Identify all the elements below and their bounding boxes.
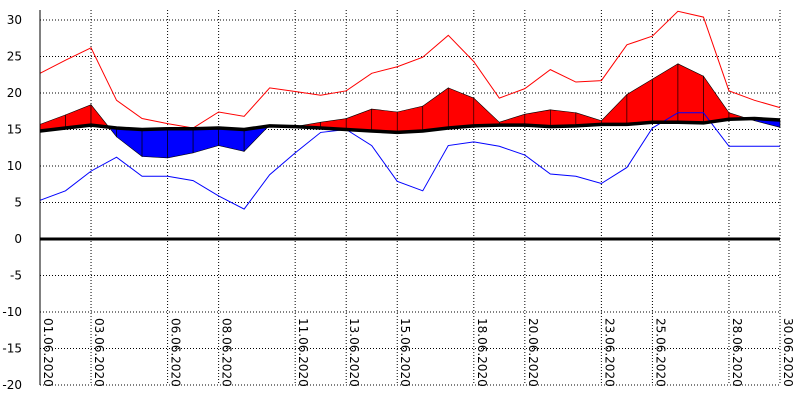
y-tick-label: 20 [7, 86, 22, 100]
x-tick-label: 25.06.2020 [653, 318, 667, 387]
x-tick-labels: 01.06.2020 03.06.2020 06.06.2020 08.06.2020… [41, 318, 795, 387]
x-tick-label: 08.06.2020 [220, 318, 234, 387]
band-segment [422, 87, 449, 132]
x-tick-label: 30.06.2020 [781, 318, 795, 387]
y-tick-label: -5 [10, 269, 22, 283]
x-tick-label: 01.06.2020 [41, 318, 55, 387]
x-tick-label: 11.06.2020 [296, 318, 310, 387]
x-tick-label: 06.06.2020 [169, 318, 183, 387]
band-segment [167, 128, 194, 159]
series-line-blue [39, 112, 780, 210]
y-tick-label: 15 [7, 123, 22, 137]
x-tick-label: 23.06.2020 [602, 318, 616, 387]
band-segment [218, 127, 245, 152]
series-lines [39, 10, 781, 210]
band-segment [371, 108, 398, 133]
y-tick-label: 5 [14, 196, 22, 210]
y-tick-label: -10 [2, 305, 22, 319]
x-tick-label: 03.06.2020 [92, 318, 106, 387]
band-segment [141, 128, 168, 159]
axes [39, 10, 780, 385]
band-segment [116, 127, 143, 158]
y-tick-label: -15 [2, 342, 22, 356]
band-segment [677, 63, 704, 124]
band-segment [550, 109, 577, 127]
series-line-red [39, 10, 781, 129]
band-segment [192, 127, 219, 154]
x-tick-label: 18.06.2020 [475, 318, 489, 387]
x-tick-label: 20.06.2020 [526, 318, 540, 387]
deviation-band [39, 63, 781, 159]
band-segment [473, 97, 500, 127]
band-segment [652, 63, 679, 123]
y-tick-label: 25 [7, 50, 22, 64]
band-segment [447, 87, 475, 129]
band-segment [703, 75, 730, 124]
band-segment [601, 93, 628, 125]
series-line-black [39, 116, 781, 135]
y-tick-label: 30 [7, 13, 22, 27]
x-tick-label: 13.06.2020 [347, 318, 361, 387]
y-tick-label: 0 [14, 232, 22, 246]
y-tick-labels: 30 25 20 15 10 5 0 -5 -10 -15 -20 [2, 13, 22, 392]
band-segment [345, 108, 373, 132]
band-segment [396, 105, 424, 133]
y-tick-label: -20 [2, 378, 22, 392]
band-segment [626, 78, 653, 125]
x-tick-label: 28.06.2020 [730, 318, 744, 387]
y-tick-label: 10 [7, 159, 22, 173]
x-tick-label: 15.06.2020 [398, 318, 412, 387]
